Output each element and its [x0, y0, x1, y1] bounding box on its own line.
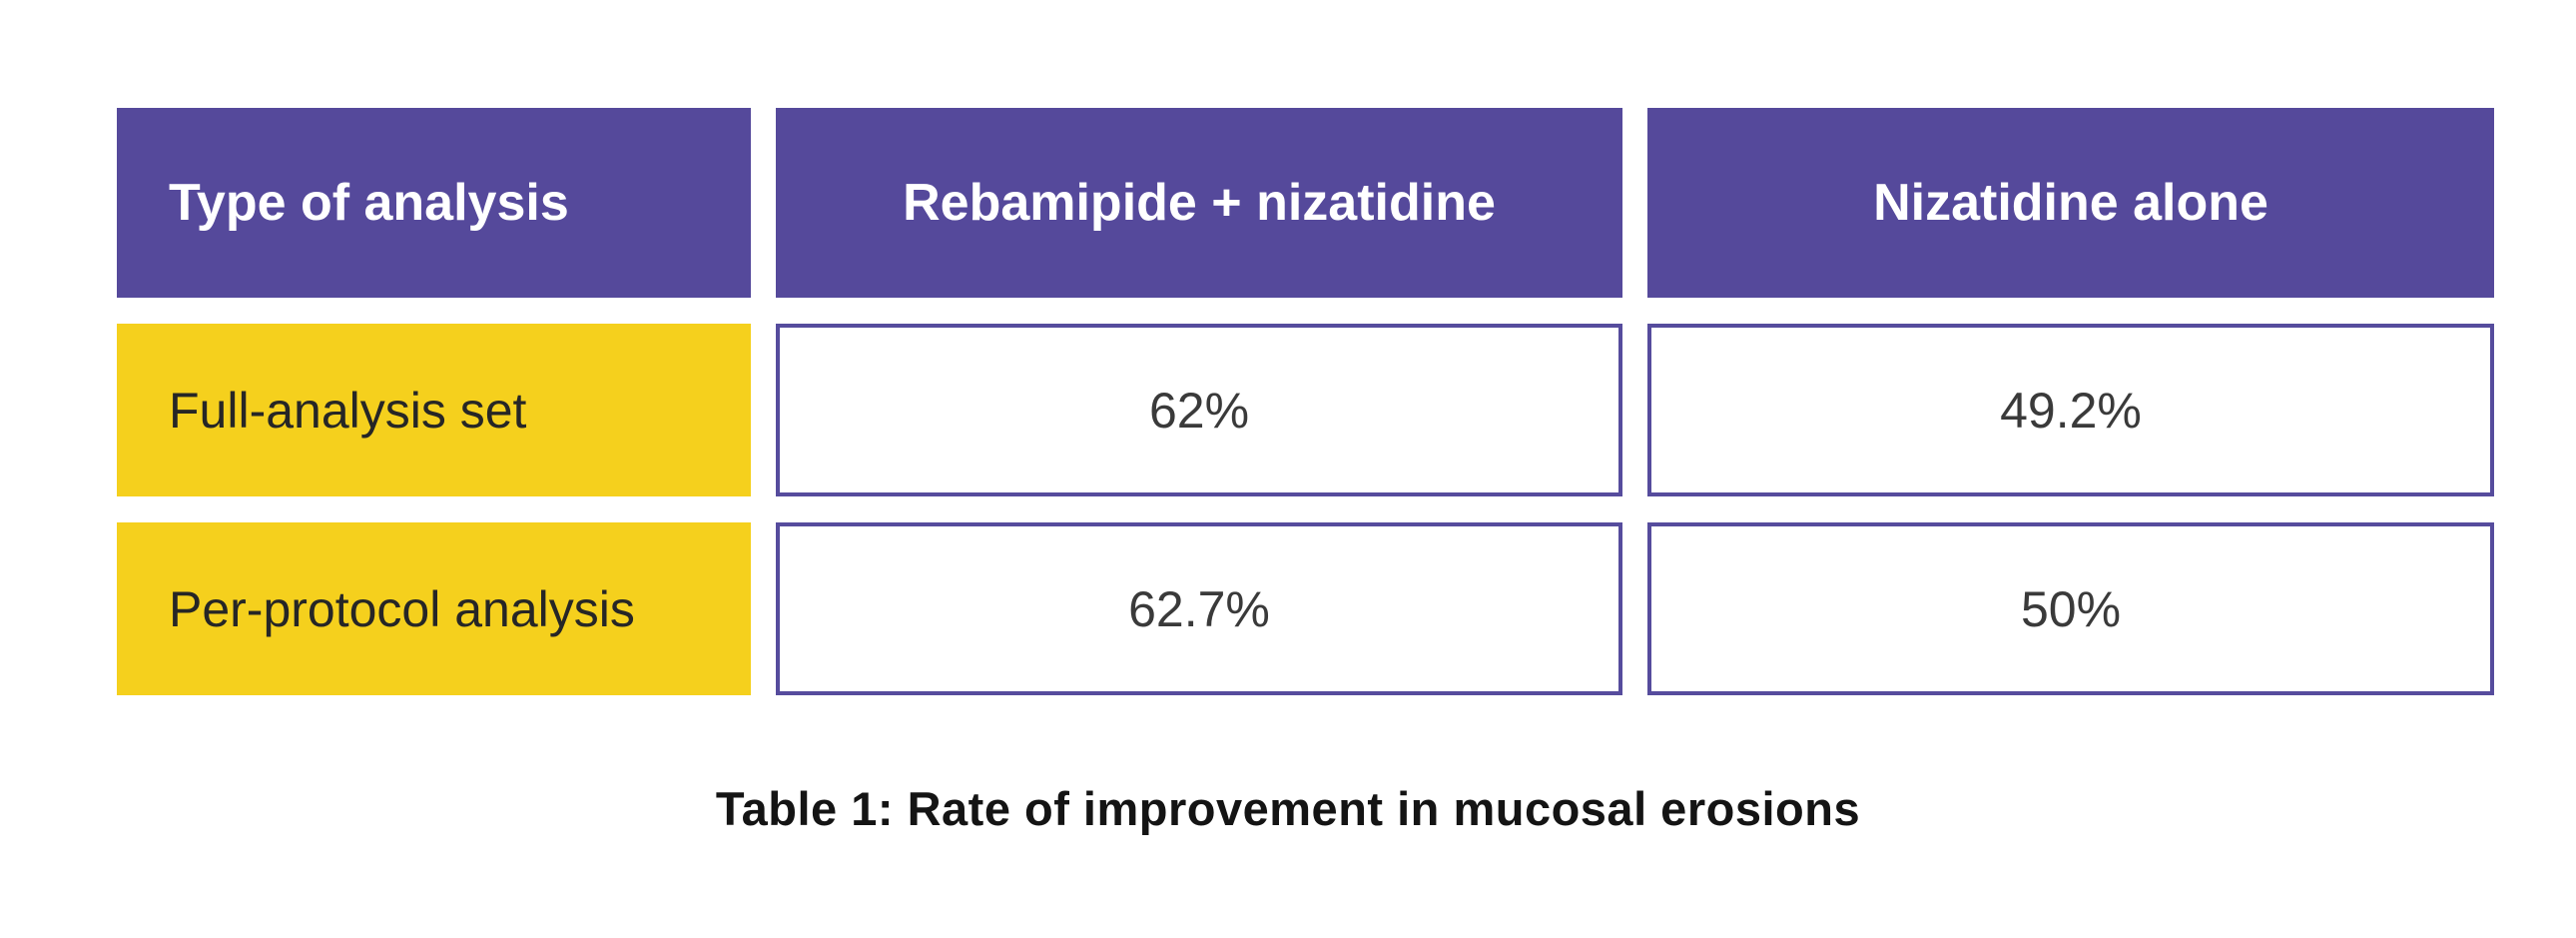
- value-cell-full-analysis-rebamipide: 62%: [776, 324, 1622, 496]
- table-caption: Table 1: Rate of improvement in mucosal …: [715, 782, 1861, 835]
- row-label-full-analysis-set: Full-analysis set: [117, 324, 751, 496]
- row-label-per-protocol-analysis: Per-protocol analysis: [117, 522, 751, 695]
- value-cell-full-analysis-nizatidine: 49.2%: [1647, 324, 2494, 496]
- value-cell-per-protocol-nizatidine: 50%: [1647, 522, 2494, 695]
- column-header-nizatidine-alone: Nizatidine alone: [1647, 108, 2494, 298]
- column-header-rebamipide-nizatidine: Rebamipide + nizatidine: [776, 108, 1622, 298]
- value-cell-per-protocol-rebamipide: 62.7%: [776, 522, 1622, 695]
- results-table: Type of analysis Rebamipide + nizatidine…: [117, 108, 2494, 695]
- column-header-type-of-analysis: Type of analysis: [117, 108, 751, 298]
